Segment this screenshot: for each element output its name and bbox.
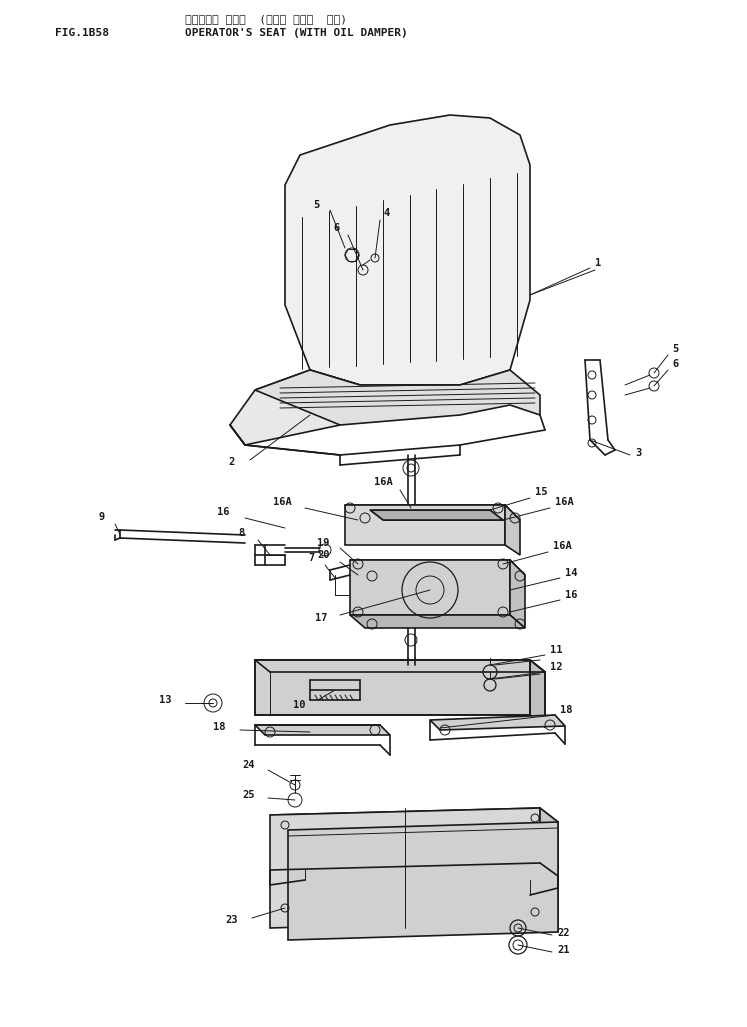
Text: 16A: 16A <box>555 497 574 507</box>
Polygon shape <box>350 615 525 627</box>
Text: 13: 13 <box>160 695 172 705</box>
Text: 16A: 16A <box>374 477 393 487</box>
Polygon shape <box>510 560 525 627</box>
Polygon shape <box>255 370 540 425</box>
Polygon shape <box>270 808 558 830</box>
Text: 24: 24 <box>243 760 255 770</box>
Polygon shape <box>230 370 360 445</box>
Text: 21: 21 <box>557 945 569 955</box>
Text: 3: 3 <box>635 448 641 458</box>
Text: 15: 15 <box>535 487 548 497</box>
Text: 16: 16 <box>217 507 230 517</box>
Text: 25: 25 <box>243 790 255 800</box>
Text: 6: 6 <box>334 223 340 233</box>
Text: 6: 6 <box>672 359 678 369</box>
Text: オペレータ シート  (オイル ダンパ  サキ): オペレータ シート (オイル ダンパ サキ) <box>185 14 347 24</box>
Polygon shape <box>255 725 390 735</box>
Text: 12: 12 <box>550 662 562 672</box>
Text: 16: 16 <box>565 589 577 600</box>
Text: 11: 11 <box>550 645 562 655</box>
Polygon shape <box>530 660 545 727</box>
Polygon shape <box>285 115 530 385</box>
Text: 17: 17 <box>315 613 328 623</box>
Text: FIG.1B58: FIG.1B58 <box>55 28 109 38</box>
Polygon shape <box>505 505 520 555</box>
Text: 9: 9 <box>99 512 105 522</box>
Text: 1: 1 <box>595 258 601 268</box>
Polygon shape <box>270 808 540 928</box>
Text: 20: 20 <box>317 550 330 560</box>
Text: 18: 18 <box>212 722 225 732</box>
Polygon shape <box>540 808 558 931</box>
Text: 16A: 16A <box>553 541 571 551</box>
Text: 7: 7 <box>309 553 315 563</box>
Text: 22: 22 <box>557 928 569 938</box>
Text: 16A: 16A <box>273 497 292 507</box>
Text: 5: 5 <box>672 344 678 354</box>
Polygon shape <box>255 660 545 672</box>
Polygon shape <box>350 560 510 615</box>
Polygon shape <box>345 505 505 545</box>
Text: 4: 4 <box>383 208 389 218</box>
Text: 18: 18 <box>560 705 572 715</box>
Text: 23: 23 <box>226 915 238 925</box>
Text: 19: 19 <box>317 538 330 548</box>
Polygon shape <box>350 560 525 575</box>
Text: 5: 5 <box>314 200 320 210</box>
Text: 14: 14 <box>565 568 577 578</box>
Polygon shape <box>255 660 530 715</box>
Text: OPERATOR'S SEAT (WITH OIL DAMPER): OPERATOR'S SEAT (WITH OIL DAMPER) <box>185 28 408 38</box>
Polygon shape <box>288 822 558 940</box>
Polygon shape <box>430 715 565 730</box>
Polygon shape <box>370 510 503 520</box>
Text: 8: 8 <box>239 528 245 538</box>
Text: 10: 10 <box>293 700 305 710</box>
Text: 2: 2 <box>229 457 235 467</box>
Polygon shape <box>345 505 520 520</box>
